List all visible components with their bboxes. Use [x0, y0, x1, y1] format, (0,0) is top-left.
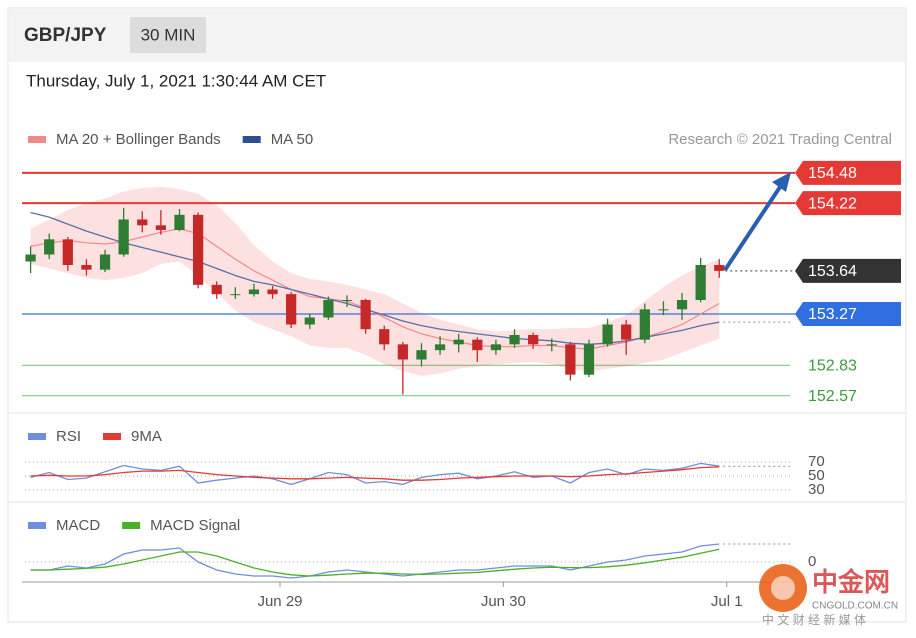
y-tick-label: 30 [808, 481, 825, 498]
candle-body [676, 300, 688, 310]
candle-body [379, 329, 390, 345]
watermark: 中金网 CNGOLD.COM.CN 中 文 财 经 新 媒 体 [759, 564, 898, 627]
candle-body [695, 265, 706, 300]
candle-body [565, 344, 576, 375]
candle-body [44, 239, 55, 255]
level-label: 153.27 [808, 306, 857, 323]
candle-body [602, 324, 613, 345]
x-tick-label: Jun 29 [257, 593, 302, 610]
candle-body [99, 254, 111, 270]
level-label: 154.22 [808, 195, 857, 212]
legend-label: MACD [56, 517, 100, 534]
y-tick-label: 70 [808, 453, 825, 470]
candle-body [453, 339, 464, 345]
watermark-slogan: 中 文 财 经 新 媒 体 [762, 612, 866, 627]
legend-swatch [103, 433, 122, 440]
candle-body [490, 344, 502, 351]
legend-label: 9MA [131, 428, 162, 445]
legend-label: MA 20 + Bollinger Bands [56, 131, 221, 148]
candle-body [174, 214, 185, 230]
level-label: 153.64 [808, 263, 857, 280]
timeframe-box[interactable] [130, 17, 206, 53]
candle-body [509, 335, 520, 345]
timeframe[interactable]: 30 MIN [141, 25, 196, 44]
plot: Jun 29 Jun 30 Jul 1 154.48 154.22 153.64 153.2… [22, 131, 901, 610]
level-label: 152.83 [808, 358, 857, 375]
watermark-site: CNGOLD.COM.CN [812, 601, 898, 612]
legend-label: MACD Signal [150, 517, 240, 534]
legend-swatch [242, 136, 261, 143]
candle-body [286, 294, 297, 325]
level-box [795, 160, 901, 185]
legend-label: MA 50 [271, 131, 314, 148]
candle-body [546, 344, 557, 346]
candle-body [155, 225, 166, 230]
candle-body [639, 309, 650, 340]
indicator-line [30, 548, 720, 577]
candle-body [62, 239, 73, 265]
candle-body [323, 300, 334, 318]
forecast-arrowhead [772, 172, 791, 192]
indicator-line [30, 462, 720, 486]
candle-body [304, 317, 315, 325]
x-tick-label: Jul 1 [711, 593, 743, 610]
candle-body [472, 339, 483, 351]
chart-title: GBP/JPY [24, 25, 107, 46]
candle-body [416, 350, 427, 360]
candle-body [434, 344, 446, 351]
level-label: 154.48 [808, 165, 857, 182]
frame [7, 7, 907, 623]
level-label: 152.57 [808, 388, 857, 405]
candle-body [137, 219, 148, 226]
y-tick-label: 50 [808, 467, 825, 484]
candle-body [267, 289, 278, 295]
x-tick-label: Jun 30 [481, 593, 526, 610]
y-tick-label: 0 [808, 553, 816, 570]
candle-body [25, 254, 36, 262]
legend-swatch [122, 522, 141, 529]
level-box [795, 258, 901, 283]
candle-body [192, 214, 204, 285]
candle-body [583, 344, 595, 375]
candle-body [118, 219, 129, 255]
legend-swatch [28, 136, 46, 143]
forecast-arrow [723, 182, 784, 272]
level-box [795, 302, 901, 326]
subtitle: Thursday, July 1, 2021 1:30:44 AM CET [26, 71, 326, 90]
legend-label: RSI [56, 428, 81, 445]
indicator-line [30, 466, 720, 481]
candle-body [397, 344, 408, 360]
candle-body [621, 324, 632, 340]
candle-body [658, 309, 669, 311]
attribution: Research © 2021 Trading Central [668, 131, 892, 148]
watermark-name: 中金网 [812, 567, 890, 597]
legend-swatch [28, 433, 46, 440]
candle-body [360, 300, 371, 330]
watermark-logo-inner [771, 576, 795, 600]
candle-body [528, 335, 539, 345]
candle-body [714, 265, 725, 271]
candle-body [341, 300, 353, 301]
legend-swatch [28, 522, 46, 529]
candle-body [211, 284, 222, 295]
candle-body [248, 289, 260, 295]
candle-body [81, 265, 92, 270]
level-box [795, 191, 901, 216]
candle-body [230, 294, 241, 296]
